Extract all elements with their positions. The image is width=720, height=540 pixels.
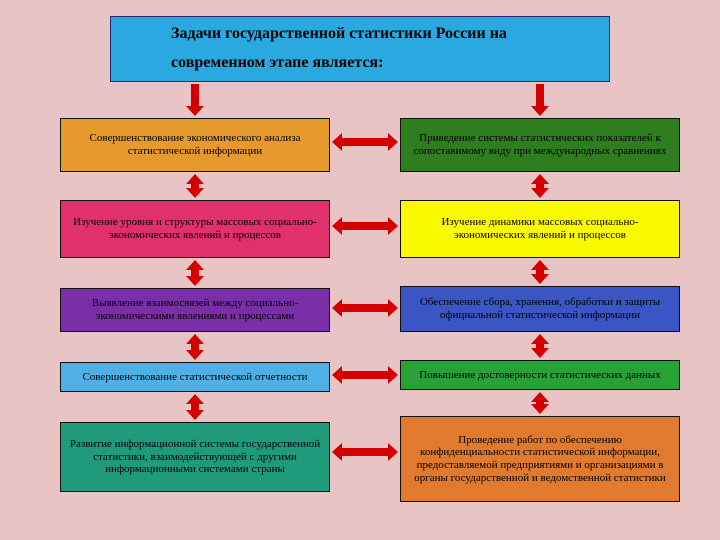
box-R5: Проведение работ по обеспечению конфиден…	[400, 416, 680, 502]
box-L3: Выявление взаимосвязей между социально-э…	[60, 288, 330, 332]
box-L1: Совершенствование экономического анализа…	[60, 118, 330, 172]
arrow-hdouble-1	[332, 217, 398, 235]
arrow-hdouble-4	[332, 443, 398, 461]
box-R4: Повышение достоверности статистических д…	[400, 360, 680, 390]
arrow-hdouble-0	[332, 133, 398, 151]
arrow-vright-3	[531, 392, 549, 414]
arrow-hdouble-2	[332, 299, 398, 317]
arrow-vleft-3	[186, 394, 204, 420]
box-R3: Обеспечение сбора, хранения, обработки и…	[400, 286, 680, 332]
arrow-vright-1	[531, 260, 549, 284]
box-R2: Изучение динамики массовых социально-эко…	[400, 200, 680, 258]
title-box: Задачи государственной статистики России…	[110, 16, 610, 82]
arrow-vleft-2	[186, 334, 204, 360]
box-L2: Изучение уровня и структуры массовых соц…	[60, 200, 330, 258]
box-L4: Совершенствование статистической отчетно…	[60, 362, 330, 392]
arrow-vleft-0	[186, 174, 204, 198]
diagram-stage: Задачи государственной статистики России…	[0, 0, 720, 540]
arrow-vright-2	[531, 334, 549, 358]
arrow-hdouble-3	[332, 366, 398, 384]
arrow-title-down-0	[186, 84, 204, 116]
box-R1: Приведение системы статистических показа…	[400, 118, 680, 172]
arrow-title-down-1	[531, 84, 549, 116]
box-L5: Развитие информационной системы государс…	[60, 422, 330, 492]
arrow-vright-0	[531, 174, 549, 198]
arrow-vleft-1	[186, 260, 204, 286]
